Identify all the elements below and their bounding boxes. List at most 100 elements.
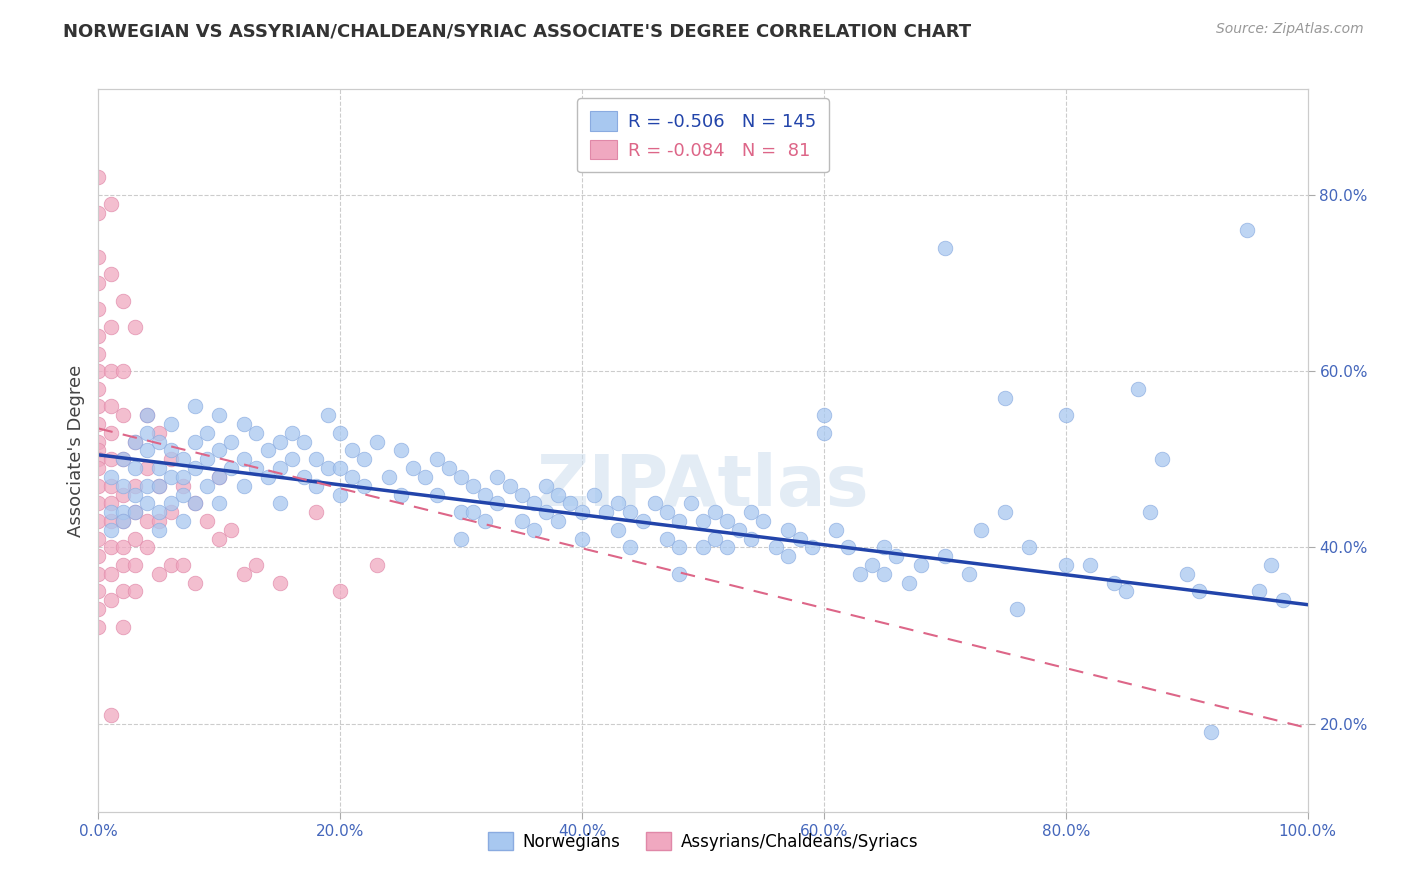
Point xyxy=(184,575,207,590)
Point xyxy=(776,549,799,564)
Point xyxy=(87,329,110,343)
Point xyxy=(100,505,122,519)
Point xyxy=(752,514,775,528)
Point xyxy=(111,558,134,572)
Point xyxy=(292,470,315,484)
Point xyxy=(172,514,194,528)
Point xyxy=(498,479,520,493)
Point xyxy=(1139,505,1161,519)
Point xyxy=(208,532,231,546)
Point xyxy=(595,505,617,519)
Point xyxy=(329,584,352,599)
Point xyxy=(208,443,231,458)
Point xyxy=(860,558,883,572)
Point xyxy=(1272,593,1295,607)
Point xyxy=(245,425,267,440)
Point xyxy=(148,479,170,493)
Point xyxy=(316,408,339,422)
Point xyxy=(87,302,110,317)
Point xyxy=(692,541,714,555)
Point xyxy=(100,523,122,537)
Point xyxy=(100,364,122,378)
Point xyxy=(994,505,1017,519)
Point xyxy=(135,461,157,475)
Point xyxy=(111,487,134,501)
Point xyxy=(474,514,496,528)
Point xyxy=(221,523,243,537)
Point xyxy=(463,479,485,493)
Point xyxy=(765,541,787,555)
Point xyxy=(269,575,291,590)
Point xyxy=(1152,452,1174,467)
Point xyxy=(100,267,122,281)
Point xyxy=(195,425,218,440)
Point xyxy=(607,523,630,537)
Point xyxy=(100,320,122,334)
Point xyxy=(970,523,993,537)
Point xyxy=(523,523,546,537)
Point xyxy=(704,505,727,519)
Point xyxy=(124,434,146,449)
Point xyxy=(897,575,920,590)
Point xyxy=(329,487,352,501)
Point xyxy=(800,541,823,555)
Point xyxy=(87,532,110,546)
Point xyxy=(1236,223,1258,237)
Point xyxy=(849,566,872,581)
Point xyxy=(547,487,569,501)
Point xyxy=(934,241,956,255)
Point xyxy=(87,417,110,431)
Point xyxy=(87,452,110,467)
Point xyxy=(172,487,194,501)
Point xyxy=(305,505,328,519)
Point xyxy=(160,470,183,484)
Point xyxy=(124,532,146,546)
Point xyxy=(232,452,254,467)
Point xyxy=(111,364,134,378)
Point xyxy=(232,479,254,493)
Point xyxy=(1018,541,1040,555)
Point xyxy=(100,452,122,467)
Point xyxy=(87,496,110,510)
Point xyxy=(437,461,460,475)
Point xyxy=(87,276,110,290)
Point xyxy=(534,505,557,519)
Point xyxy=(100,566,122,581)
Point xyxy=(934,549,956,564)
Point xyxy=(135,425,157,440)
Point xyxy=(148,523,170,537)
Point xyxy=(184,496,207,510)
Point xyxy=(413,470,436,484)
Point xyxy=(256,443,278,458)
Point xyxy=(100,593,122,607)
Point xyxy=(148,461,170,475)
Point xyxy=(571,505,593,519)
Point xyxy=(813,425,835,440)
Point xyxy=(87,400,110,414)
Legend: Norwegians, Assyrians/Chaldeans/Syriacs: Norwegians, Assyrians/Chaldeans/Syriacs xyxy=(481,826,925,857)
Point xyxy=(873,566,896,581)
Point xyxy=(486,496,509,510)
Point xyxy=(269,434,291,449)
Point xyxy=(111,452,134,467)
Point xyxy=(87,514,110,528)
Point xyxy=(716,514,738,528)
Point xyxy=(692,514,714,528)
Point xyxy=(245,461,267,475)
Point xyxy=(100,707,122,722)
Point xyxy=(474,487,496,501)
Point xyxy=(100,400,122,414)
Point xyxy=(124,505,146,519)
Point xyxy=(329,425,352,440)
Point xyxy=(111,505,134,519)
Point xyxy=(619,505,641,519)
Point xyxy=(316,461,339,475)
Point xyxy=(679,496,702,510)
Point xyxy=(87,434,110,449)
Point xyxy=(124,487,146,501)
Point xyxy=(135,479,157,493)
Point xyxy=(111,620,134,634)
Point xyxy=(366,558,388,572)
Point xyxy=(148,566,170,581)
Point xyxy=(281,452,304,467)
